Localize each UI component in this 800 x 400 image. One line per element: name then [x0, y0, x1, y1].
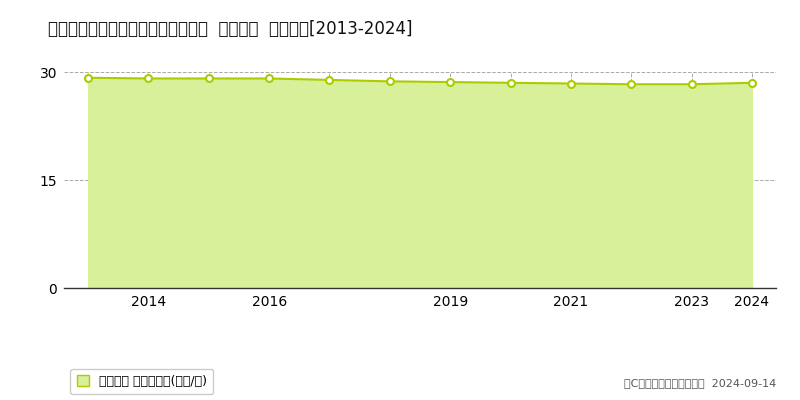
Text: （C）土地価格ドットコム  2024-09-14: （C）土地価格ドットコム 2024-09-14 [624, 378, 776, 388]
Text: 愛知県田原市東赤石４丁目２１番外  地価公示  地価推移[2013-2024]: 愛知県田原市東赤石４丁目２１番外 地価公示 地価推移[2013-2024] [48, 20, 413, 38]
Legend: 地価公示 平均坊単価(万円/坊): 地価公示 平均坊単価(万円/坊) [70, 368, 214, 394]
